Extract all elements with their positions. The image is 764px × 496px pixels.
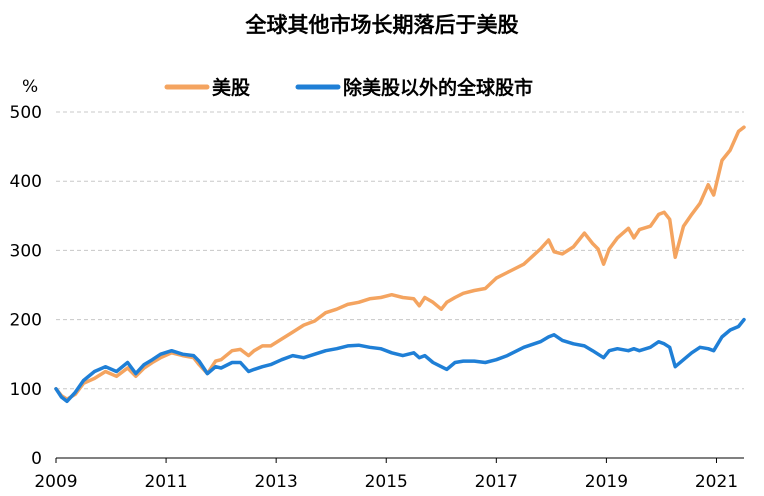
y-tick-label-200: 200 (10, 311, 42, 331)
y-tick-label-400: 400 (10, 172, 42, 192)
series-line-global-ex-us (54, 317, 746, 404)
y-tick-label-0: 0 (31, 449, 42, 469)
legend-label-global-ex-us: 除美股以外的全球股市 (343, 76, 533, 99)
x-tick-label-2009: 2009 (34, 472, 77, 492)
series-lines (54, 125, 746, 404)
legend-label-us-stocks: 美股 (212, 76, 250, 99)
y-tick-label-300: 300 (10, 241, 42, 261)
legend: 美股 除美股以外的全球股市 (164, 76, 533, 99)
x-tick-label-2019: 2019 (585, 472, 628, 492)
y-tick-label-100: 100 (10, 380, 42, 400)
chart-title: 全球其他市场长期落后于美股 (245, 13, 519, 37)
x-tick-label-2013: 2013 (255, 472, 298, 492)
y-axis-tick-labels: 0 100 200 300 400 500 (10, 103, 42, 469)
x-tick-label-2017: 2017 (475, 472, 518, 492)
series-line-us-stocks (54, 125, 746, 401)
y-tick-label-500: 500 (10, 103, 42, 123)
x-axis-tick-labels: 2009 2011 2013 2015 2017 2019 2021 (34, 458, 738, 492)
x-tick-label-2011: 2011 (144, 472, 187, 492)
gridlines (56, 111, 744, 390)
y-axis-unit-label: % (22, 77, 38, 97)
x-tick-label-2015: 2015 (365, 472, 408, 492)
x-tick-label-2021: 2021 (695, 472, 738, 492)
